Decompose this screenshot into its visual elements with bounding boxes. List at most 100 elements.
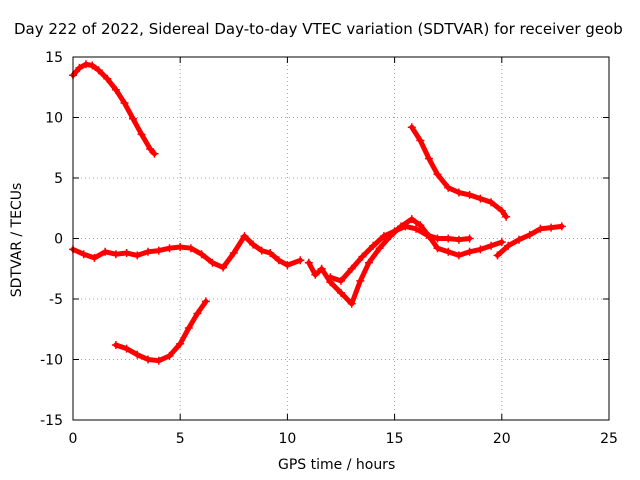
data-point xyxy=(433,244,442,253)
data-point xyxy=(337,276,345,285)
data-point xyxy=(326,273,335,282)
data-point xyxy=(283,261,292,270)
data-point xyxy=(103,74,112,83)
data-point xyxy=(401,222,410,231)
data-point xyxy=(296,256,305,265)
data-point xyxy=(193,309,202,318)
data-point xyxy=(75,63,84,72)
data-point xyxy=(257,246,266,255)
data-point xyxy=(487,241,496,250)
data-point xyxy=(454,235,463,244)
data-point xyxy=(229,249,238,257)
data-point xyxy=(165,351,174,360)
x-tick-label: 20 xyxy=(493,431,511,447)
data-point xyxy=(416,221,425,230)
data-point xyxy=(122,344,131,353)
data-point xyxy=(219,263,228,272)
data-point xyxy=(88,61,97,70)
data-point xyxy=(311,270,320,279)
data-point xyxy=(504,241,513,250)
data-point xyxy=(176,243,185,251)
data-point xyxy=(133,350,142,359)
y-tick-label: -15 xyxy=(40,413,63,429)
x-tick-label: 10 xyxy=(278,431,296,447)
x-tick-label: 5 xyxy=(176,431,185,447)
data-point xyxy=(390,227,399,236)
data-point xyxy=(154,246,163,255)
y-axis-label: SDTVAR / TECUs xyxy=(9,182,25,298)
data-point xyxy=(547,223,556,232)
data-point xyxy=(337,288,345,297)
data-point xyxy=(369,241,378,250)
data-point xyxy=(90,253,99,262)
data-point xyxy=(407,215,416,224)
data-point xyxy=(465,190,474,199)
data-point xyxy=(317,264,326,273)
data-point xyxy=(454,251,463,260)
y-tick-label: -10 xyxy=(40,353,63,369)
series-arc-6 xyxy=(409,124,509,220)
data-point xyxy=(347,264,356,273)
data-point xyxy=(137,130,146,139)
data-point xyxy=(144,247,152,256)
series-arc-7 xyxy=(495,223,565,258)
data-point xyxy=(150,149,159,158)
data-point xyxy=(433,170,442,179)
data-point xyxy=(424,154,433,163)
data-point xyxy=(422,230,431,239)
x-tick-label: 0 xyxy=(69,431,78,447)
data-point xyxy=(536,224,545,233)
data-point xyxy=(476,194,485,203)
data-point xyxy=(364,258,373,267)
data-point xyxy=(266,249,275,257)
x-tick-label: 15 xyxy=(386,431,404,447)
data-point xyxy=(176,339,185,348)
data-point xyxy=(444,247,453,256)
data-point xyxy=(525,230,534,239)
data-point xyxy=(154,356,163,365)
data-point xyxy=(493,251,502,260)
data-point xyxy=(502,212,511,221)
data-point xyxy=(101,247,110,256)
x-tick-label: 25 xyxy=(600,431,618,447)
chart-title: Day 222 of 2022, Sidereal Day-to-day VTE… xyxy=(14,20,623,38)
data-point xyxy=(274,256,283,265)
data-point xyxy=(375,244,384,253)
data-point xyxy=(94,66,103,75)
data-point xyxy=(133,251,142,260)
data-point xyxy=(557,222,566,231)
series-arc-1 xyxy=(70,61,157,157)
y-tick-label: 15 xyxy=(45,50,63,66)
data-point xyxy=(444,183,453,192)
data-point xyxy=(240,232,249,241)
data-point xyxy=(122,249,131,257)
data-point xyxy=(497,238,506,247)
data-point xyxy=(379,232,388,241)
data-point xyxy=(304,258,313,267)
data-point xyxy=(465,247,474,256)
data-point xyxy=(407,123,416,132)
data-point xyxy=(444,234,453,243)
data-point xyxy=(120,99,129,107)
data-point xyxy=(487,198,496,207)
data-point xyxy=(197,250,206,259)
y-tick-label: -5 xyxy=(49,292,63,308)
data-point xyxy=(81,60,90,69)
y-tick-label: 5 xyxy=(54,171,63,187)
data-point xyxy=(111,250,120,259)
data-point xyxy=(146,145,155,153)
data-point xyxy=(497,206,506,215)
data-point xyxy=(358,252,367,261)
data-point xyxy=(412,224,420,233)
data-point xyxy=(144,355,152,364)
y-tick-label: 0 xyxy=(54,232,63,248)
data-point xyxy=(186,244,195,253)
series-arc-2 xyxy=(113,298,209,364)
data-point xyxy=(249,240,258,249)
data-point xyxy=(111,341,120,349)
y-tick-label: 10 xyxy=(45,111,63,127)
data-point xyxy=(433,234,442,243)
data-point xyxy=(347,299,356,308)
data-point xyxy=(515,235,523,244)
